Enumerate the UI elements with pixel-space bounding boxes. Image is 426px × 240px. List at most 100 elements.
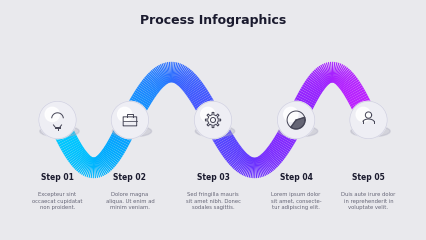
Circle shape <box>350 101 387 139</box>
Polygon shape <box>272 139 291 152</box>
Polygon shape <box>172 62 177 83</box>
Polygon shape <box>322 64 332 83</box>
Polygon shape <box>85 157 94 177</box>
Polygon shape <box>373 110 374 130</box>
Polygon shape <box>93 158 94 178</box>
Polygon shape <box>303 82 322 95</box>
Polygon shape <box>104 147 121 160</box>
Text: Process Infographics: Process Infographics <box>140 14 286 27</box>
Polygon shape <box>296 95 315 106</box>
Polygon shape <box>198 103 216 115</box>
Circle shape <box>360 112 372 124</box>
Polygon shape <box>83 157 93 176</box>
Polygon shape <box>213 131 232 143</box>
Polygon shape <box>227 149 244 164</box>
Polygon shape <box>118 119 138 130</box>
Circle shape <box>120 110 136 126</box>
Polygon shape <box>101 150 119 163</box>
Polygon shape <box>115 125 134 137</box>
Polygon shape <box>256 157 266 176</box>
Polygon shape <box>252 158 255 178</box>
Polygon shape <box>49 115 67 127</box>
Polygon shape <box>71 151 88 166</box>
Polygon shape <box>233 153 248 169</box>
Polygon shape <box>173 63 179 83</box>
Circle shape <box>286 110 302 126</box>
Polygon shape <box>53 125 72 136</box>
Polygon shape <box>243 157 253 176</box>
Polygon shape <box>100 152 116 166</box>
Polygon shape <box>79 156 92 174</box>
Polygon shape <box>202 111 221 123</box>
Polygon shape <box>314 69 329 85</box>
Polygon shape <box>276 132 295 144</box>
Circle shape <box>284 107 298 121</box>
Circle shape <box>201 107 215 121</box>
Polygon shape <box>266 148 283 162</box>
Polygon shape <box>143 78 160 92</box>
Polygon shape <box>93 158 96 178</box>
Text: Step 03: Step 03 <box>196 173 230 182</box>
Circle shape <box>290 114 297 121</box>
Circle shape <box>121 111 135 125</box>
Polygon shape <box>332 63 341 83</box>
Polygon shape <box>310 74 326 88</box>
Text: Step 04: Step 04 <box>279 173 313 182</box>
Polygon shape <box>278 130 296 142</box>
Polygon shape <box>98 154 114 169</box>
Polygon shape <box>259 155 273 172</box>
Polygon shape <box>249 157 254 178</box>
Polygon shape <box>52 122 71 133</box>
Polygon shape <box>337 73 354 87</box>
Polygon shape <box>242 157 252 175</box>
Polygon shape <box>192 93 210 106</box>
Polygon shape <box>76 155 91 171</box>
Circle shape <box>50 112 60 123</box>
Polygon shape <box>274 136 293 148</box>
Polygon shape <box>258 156 269 174</box>
Polygon shape <box>94 157 102 177</box>
Polygon shape <box>291 106 310 117</box>
Polygon shape <box>273 137 292 150</box>
Polygon shape <box>254 158 257 178</box>
Circle shape <box>45 107 59 121</box>
Polygon shape <box>46 110 47 130</box>
Polygon shape <box>236 155 249 171</box>
Circle shape <box>285 109 303 127</box>
Polygon shape <box>265 149 282 163</box>
Polygon shape <box>357 111 377 122</box>
Polygon shape <box>320 65 331 83</box>
Polygon shape <box>153 68 167 85</box>
Polygon shape <box>55 110 56 130</box>
Polygon shape <box>196 101 215 113</box>
Polygon shape <box>287 113 307 124</box>
Polygon shape <box>99 153 115 168</box>
Polygon shape <box>214 132 233 145</box>
Polygon shape <box>379 110 380 130</box>
Polygon shape <box>78 156 92 173</box>
Polygon shape <box>66 146 84 159</box>
Polygon shape <box>351 97 370 109</box>
Polygon shape <box>256 157 265 177</box>
Polygon shape <box>56 110 58 130</box>
Circle shape <box>111 101 149 139</box>
Polygon shape <box>239 156 251 174</box>
Polygon shape <box>294 99 313 110</box>
Polygon shape <box>334 66 347 84</box>
Polygon shape <box>281 125 299 137</box>
Polygon shape <box>127 103 145 115</box>
Polygon shape <box>73 154 89 169</box>
Polygon shape <box>305 80 322 93</box>
Polygon shape <box>188 86 206 99</box>
Polygon shape <box>201 109 220 121</box>
Polygon shape <box>102 148 120 161</box>
Polygon shape <box>86 157 94 177</box>
Text: Lorem ipsum dolor
sit amet, consecte-
tur adipiscing elit.: Lorem ipsum dolor sit amet, consecte- tu… <box>271 192 321 210</box>
Polygon shape <box>172 62 176 82</box>
Polygon shape <box>107 140 126 152</box>
Polygon shape <box>371 110 372 130</box>
Polygon shape <box>145 75 162 90</box>
Polygon shape <box>337 71 353 86</box>
Polygon shape <box>340 76 357 90</box>
Polygon shape <box>158 65 169 84</box>
